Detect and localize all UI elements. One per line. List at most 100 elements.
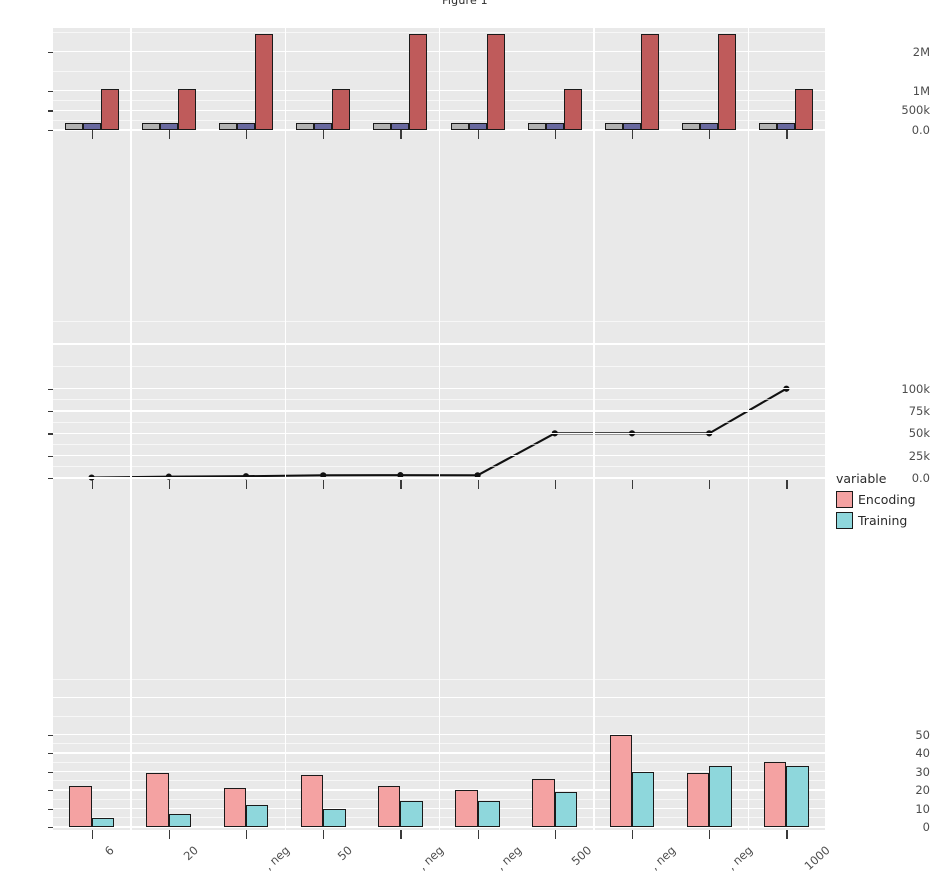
bar — [786, 765, 809, 827]
gridline — [53, 399, 825, 401]
bar — [146, 773, 169, 827]
x-axis-tick-label: 500 — [568, 843, 595, 869]
x-axis-tick-mark — [323, 130, 325, 139]
y-axis-tick-label: 50 — [915, 727, 930, 742]
gridline — [53, 388, 825, 390]
x-axis-tick-label: 20 — [180, 843, 201, 864]
bar — [609, 734, 632, 827]
y-axis-tick-mark — [48, 110, 53, 112]
y-axis-tick-mark — [48, 808, 53, 810]
x-axis-tick-mark — [91, 830, 93, 839]
x-axis-tick-mark — [91, 480, 93, 489]
bar — [314, 122, 333, 130]
legend-key-encoding — [836, 491, 853, 508]
bar — [554, 791, 578, 827]
bar — [777, 122, 796, 130]
y-axis-tick-label: 40 — [915, 746, 930, 761]
y-axis-tick-label: 50k — [908, 426, 930, 441]
x-axis-tick-label: , neg — [493, 843, 524, 873]
gridline — [53, 807, 825, 810]
y-axis-tick-label: 1M — [912, 83, 930, 98]
gridline — [53, 100, 825, 101]
bar — [82, 122, 101, 130]
y-axis-tick-label: 75k — [908, 404, 930, 419]
y-axis-tick-mark — [48, 51, 53, 53]
gridline — [53, 109, 825, 112]
gridline — [53, 70, 825, 72]
y-axis-tick-mark — [48, 771, 53, 773]
bar — [323, 808, 346, 827]
page-title: Figure 1 — [442, 0, 488, 7]
y-axis-tick-mark — [48, 455, 53, 457]
y-axis-tick-label: 500k — [901, 103, 930, 118]
x-axis-tick-mark — [554, 130, 557, 139]
gridline — [53, 696, 825, 699]
y-axis-tick-label: 20 — [915, 783, 930, 798]
bar — [682, 122, 701, 130]
gridline — [53, 90, 825, 92]
legend-title: variable — [836, 471, 887, 486]
y-axis-tick-label: 100k — [901, 381, 930, 396]
gridline — [53, 733, 825, 736]
gridline — [53, 444, 825, 445]
gridline — [53, 798, 825, 800]
gridline — [53, 789, 825, 791]
x-axis-tick-mark — [709, 830, 711, 839]
gridline — [53, 466, 825, 468]
bar — [236, 122, 255, 130]
x-axis-tick-mark — [477, 830, 479, 839]
x-axis-tick-mark — [168, 130, 171, 139]
y-axis-tick-label: 0.0 — [911, 123, 930, 137]
bar — [450, 122, 469, 130]
bar — [400, 801, 423, 827]
legend-key-training — [836, 512, 853, 529]
gridline-vertical — [439, 28, 441, 830]
data-point — [397, 472, 404, 479]
bar — [468, 122, 487, 130]
bar — [223, 788, 246, 827]
gridline — [53, 343, 825, 345]
gridline — [53, 410, 825, 412]
x-axis-tick-mark — [709, 130, 711, 139]
bar — [700, 122, 719, 130]
y-axis-tick-mark — [48, 734, 53, 736]
x-axis-tick-mark — [709, 480, 711, 489]
bar — [159, 122, 178, 130]
y-axis-tick-mark — [48, 130, 53, 132]
y-axis-tick-label: 30 — [915, 764, 930, 779]
bar — [91, 817, 114, 827]
y-axis-tick-label: 25k — [908, 448, 930, 463]
bar — [486, 33, 505, 130]
x-axis-tick-mark — [554, 480, 557, 489]
gridline — [53, 454, 825, 457]
bar — [795, 88, 814, 130]
y-axis-tick-mark — [48, 790, 53, 792]
x-axis-tick-label: , neg — [647, 843, 679, 873]
legend-item-training[interactable]: Training — [836, 510, 928, 531]
bar — [604, 122, 623, 130]
gridline — [53, 50, 825, 53]
bar — [641, 33, 659, 130]
data-point — [474, 472, 481, 479]
plot-panel — [53, 28, 825, 830]
bar — [296, 122, 315, 130]
legend: variable Encoding Training — [836, 471, 928, 531]
bar — [563, 88, 582, 130]
gridline — [53, 752, 825, 754]
bar — [141, 122, 160, 130]
x-axis-tick-mark — [323, 830, 325, 839]
y-axis-tick-label: 10 — [915, 801, 930, 816]
x-axis-tick-label: , neg — [261, 843, 293, 873]
x-axis-tick-mark — [786, 480, 788, 489]
gridline — [53, 432, 825, 435]
x-axis-tick-mark — [632, 830, 634, 839]
bar — [100, 88, 119, 130]
bar — [709, 765, 732, 827]
y-axis-tick-mark — [48, 433, 53, 435]
legend-item-encoding[interactable]: Encoding — [836, 489, 928, 510]
x-axis-tick-mark — [477, 480, 479, 489]
x-axis-tick-mark — [168, 480, 171, 489]
gridline — [53, 421, 825, 423]
bar — [300, 775, 324, 827]
